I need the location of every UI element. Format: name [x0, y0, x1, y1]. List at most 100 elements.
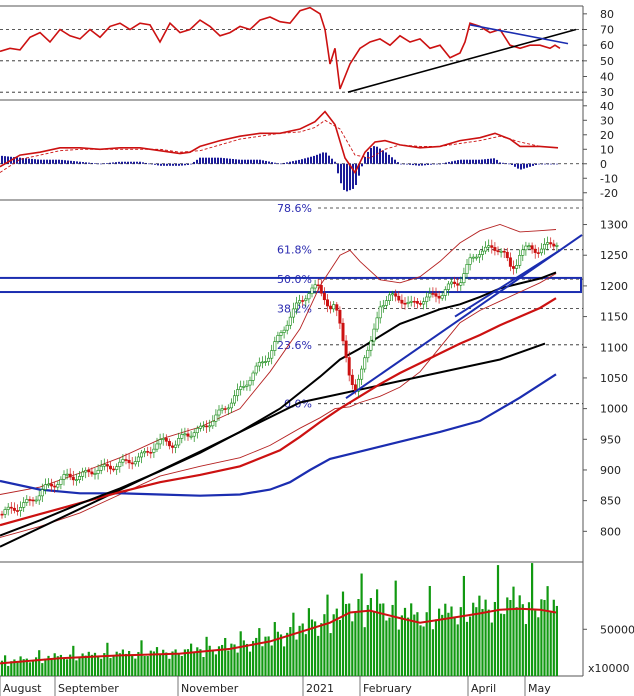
candle-body — [453, 281, 457, 284]
volume-bar — [78, 657, 81, 676]
volume-bar — [13, 659, 16, 676]
volume-bar — [276, 631, 279, 676]
price-axis-tick-label: 1000 — [600, 403, 628, 416]
candle-body — [319, 285, 323, 294]
volume-bar — [227, 650, 230, 676]
candle-body — [325, 299, 329, 307]
macd-histogram-bar — [55, 159, 57, 164]
volume-bar — [372, 611, 376, 676]
volume-bar — [521, 604, 524, 676]
macd-histogram-bar — [535, 163, 537, 165]
candle-body — [81, 471, 85, 477]
volume-bar — [50, 658, 53, 676]
macd-histogram-bar — [529, 163, 531, 167]
candle-body — [546, 242, 550, 245]
macd-histogram-bar — [196, 159, 198, 164]
macd-histogram-bar — [466, 159, 468, 164]
volume-bar — [221, 644, 224, 676]
candle-body — [226, 407, 230, 410]
macd-histogram-bar — [319, 153, 321, 164]
rsi-axis-tick-label: 60 — [600, 39, 614, 52]
macd-histogram-bar — [415, 163, 417, 166]
volume-bar — [19, 656, 22, 676]
macd-histogram-bar — [496, 159, 498, 164]
volume-bar — [465, 621, 469, 676]
macd-histogram-bar — [358, 163, 360, 176]
volume-bar — [295, 639, 298, 676]
macd-histogram-bar — [445, 162, 447, 164]
candle-body — [536, 252, 540, 254]
candle-body — [487, 245, 491, 248]
macd-histogram-bar — [229, 158, 231, 164]
candle-body — [93, 473, 97, 475]
macd-histogram-bar — [217, 157, 219, 164]
volume-bar — [224, 637, 227, 676]
candle-body — [239, 386, 243, 390]
volume-bar — [56, 656, 59, 676]
candle-body — [245, 384, 249, 387]
candle-body — [505, 251, 509, 259]
macd-histogram-bar — [313, 155, 315, 164]
volume-bar — [434, 619, 438, 676]
candle-body — [167, 440, 171, 447]
macd-histogram-bar — [232, 159, 234, 164]
candle-body — [310, 287, 314, 294]
macd-histogram-bar — [25, 158, 27, 164]
macd-histogram-bar — [265, 160, 267, 164]
volume-bar — [338, 619, 341, 676]
volume-bar — [301, 623, 304, 676]
macd-histogram-bar — [328, 155, 330, 164]
volume-bar — [233, 644, 236, 676]
candle-body — [369, 340, 373, 351]
volume-bar — [28, 662, 31, 676]
macd-histogram-bar — [118, 161, 120, 164]
candle-body — [155, 443, 159, 450]
volume-bar — [407, 617, 410, 676]
x-axis-label: February — [363, 682, 412, 695]
candle-body — [202, 425, 206, 428]
volume-bar — [428, 585, 431, 676]
candle-body — [434, 293, 438, 297]
volume-bar — [137, 652, 140, 676]
macd-histogram-bar — [241, 159, 243, 164]
candle-body — [518, 255, 522, 266]
candle-body — [174, 444, 178, 448]
macd-histogram-bar — [145, 162, 147, 164]
macd-histogram-bar — [172, 163, 174, 166]
candle-body — [552, 243, 556, 247]
macd-histogram-bar — [520, 163, 522, 170]
volume-bar — [106, 642, 109, 676]
volume-bar — [410, 603, 413, 676]
macd-histogram-bar — [337, 163, 339, 174]
macd-histogram-bar — [49, 159, 51, 164]
candle-body — [428, 293, 432, 298]
fibonacci-level-label: 61.8% — [277, 244, 312, 257]
macd-histogram-bar — [190, 163, 192, 165]
volume-bar — [506, 597, 509, 676]
macd-histogram-bar — [487, 158, 489, 164]
candle-body — [363, 357, 367, 370]
macd-histogram-bar — [373, 146, 375, 164]
macd-histogram-bar — [238, 159, 240, 164]
fibonacci-level-label: 78.6% — [277, 202, 312, 215]
volume-bar — [345, 603, 348, 676]
candle-body — [12, 507, 16, 511]
rsi-line — [0, 6, 561, 90]
volume-bar — [205, 636, 208, 676]
macd-histogram-bar — [499, 162, 501, 164]
macd-histogram-bar — [127, 161, 129, 164]
volume-bar — [419, 625, 422, 676]
candle-body — [313, 284, 317, 289]
candle-body — [43, 484, 47, 490]
macd-histogram-bar — [97, 163, 99, 165]
macd-histogram-bar — [247, 159, 249, 164]
volume-unit-label: x10000 — [588, 662, 630, 675]
macd-histogram-bar — [457, 160, 459, 164]
macd-histogram-bar — [400, 163, 402, 165]
candle-body — [59, 479, 63, 485]
macd-histogram-bar — [475, 159, 477, 164]
volume-bar — [62, 658, 66, 676]
macd-histogram-bar — [205, 157, 207, 164]
volume-bar — [149, 650, 152, 676]
candle-body — [65, 473, 69, 476]
